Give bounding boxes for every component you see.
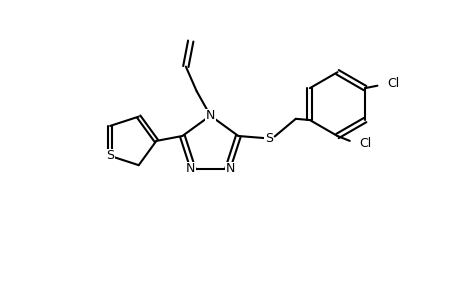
- Text: N: N: [225, 162, 234, 176]
- Text: Cl: Cl: [359, 137, 371, 150]
- Text: S: S: [264, 132, 272, 145]
- Text: Cl: Cl: [386, 77, 398, 90]
- Text: N: N: [205, 109, 215, 122]
- Text: N: N: [185, 162, 195, 176]
- Text: S: S: [106, 149, 114, 162]
